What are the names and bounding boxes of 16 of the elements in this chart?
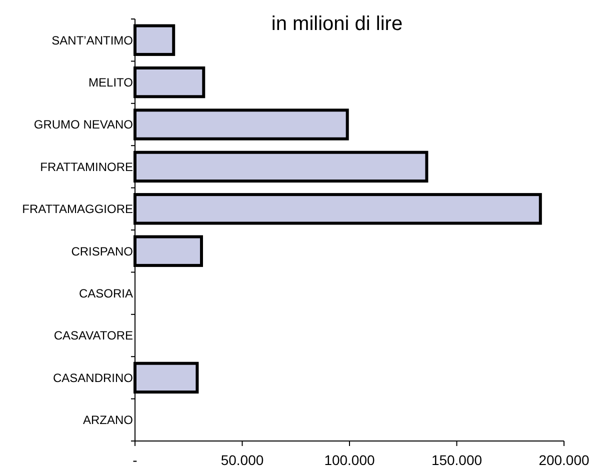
y-tick-label: ARZANO <box>82 413 133 428</box>
y-tick-label: FRATTAMAGGIORE <box>22 202 133 216</box>
x-tick-label: 200.000 <box>538 452 590 468</box>
x-tick-label: - <box>132 452 138 468</box>
x-tick-label: 100.000 <box>324 452 376 468</box>
x-tick-label: 150.000 <box>431 452 482 468</box>
y-tick-label: CASANDRINO <box>52 370 133 385</box>
y-tick-label: FRATTAMINORE <box>40 160 133 174</box>
y-tick-label: MELITO <box>88 76 133 90</box>
x-tick-label: 50.000 <box>220 452 264 468</box>
y-tick-label: GRUMO NEVANO <box>34 118 133 132</box>
y-tick-label: CRISPANO <box>71 244 133 258</box>
y-tick-label: CASORIA <box>78 286 133 300</box>
y-tick-label: CASAVATORE <box>54 328 133 343</box>
y-tick-label: SANT’ANTIMO <box>52 33 133 48</box>
chart-title: in milioni di lire <box>271 13 403 35</box>
